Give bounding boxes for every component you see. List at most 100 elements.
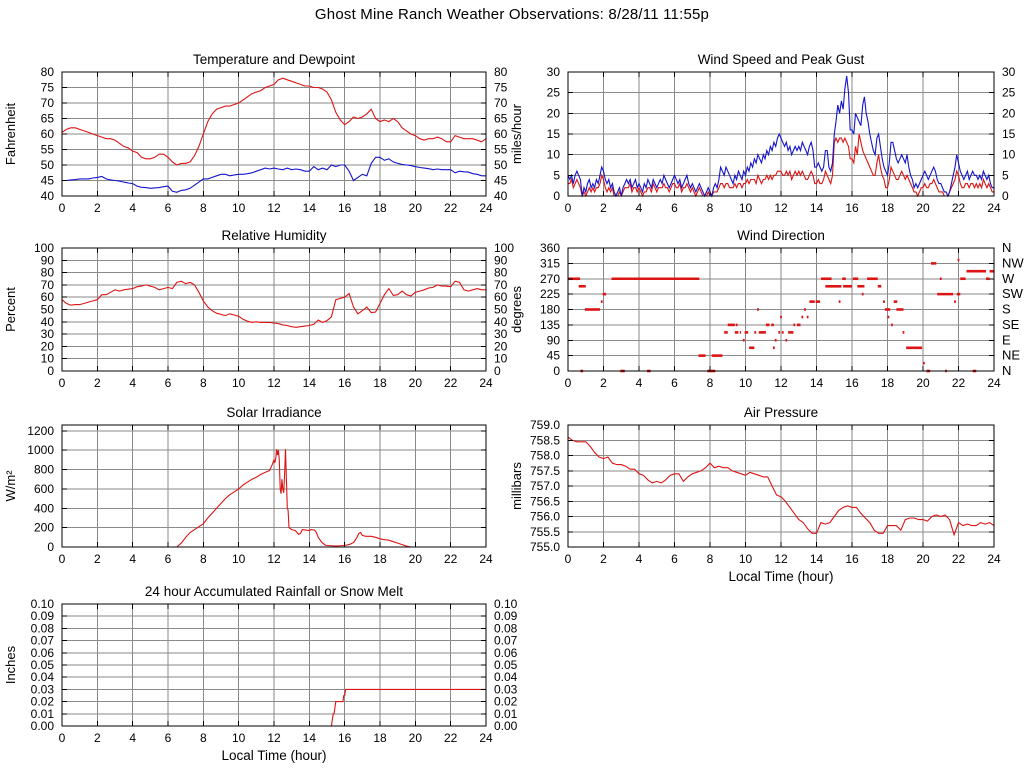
x-tick-label: 0 — [59, 731, 66, 745]
y-tick-label: 135 — [540, 318, 560, 332]
y-tick-label: 75 — [41, 81, 55, 95]
x-tick-label: 12 — [267, 731, 281, 745]
axes-border — [567, 71, 995, 197]
x-tick-label: 8 — [707, 376, 714, 390]
y-tick-label: 756.0 — [530, 510, 560, 524]
y-tick-label: 755.5 — [530, 525, 560, 539]
x-tick-label: 2 — [600, 376, 607, 390]
x-tick-label: 18 — [373, 731, 387, 745]
x-tick-label: 10 — [739, 376, 753, 390]
x-tick-label: 2 — [94, 552, 101, 566]
y-tick-label: 200 — [34, 521, 54, 535]
y-tick-label-right: 30 — [1002, 65, 1016, 79]
y-axis-title: miles/hour — [509, 103, 524, 164]
y-tick-label: 90 — [547, 333, 561, 347]
x-tick-label: 22 — [952, 376, 966, 390]
y-tick-label-right: 40 — [494, 315, 508, 329]
x-tick-label: 14 — [303, 201, 317, 215]
x-tick-label: 16 — [338, 731, 352, 745]
compass-label: N — [1002, 240, 1011, 255]
x-tick-label: 12 — [774, 201, 788, 215]
x-tick-label: 6 — [165, 731, 172, 745]
chart-title: Solar Irradiance — [226, 405, 321, 420]
x-tick-label: 4 — [129, 552, 136, 566]
series-peak-gust — [567, 76, 994, 198]
y-tick-label-right: 0.06 — [494, 646, 518, 660]
x-axis-title: Local Time (hour) — [728, 569, 833, 584]
y-tick-label: 80 — [41, 65, 55, 79]
x-tick-label: 14 — [303, 376, 317, 390]
grid — [567, 247, 995, 372]
x-tick-label: 0 — [565, 552, 572, 566]
y-tick-label-right: 0.09 — [494, 609, 518, 623]
x-tick-label: 0 — [565, 201, 572, 215]
y-tick-label-right: 20 — [494, 339, 508, 353]
x-tick-label: 14 — [303, 552, 317, 566]
x-tick-label: 24 — [479, 731, 493, 745]
axes-border — [567, 247, 995, 372]
y-tick-label: 755.0 — [530, 540, 560, 554]
y-tick-label-right: 0.10 — [494, 597, 518, 611]
y-tick-label: 0 — [47, 540, 54, 554]
y-tick-label: 0.00 — [31, 719, 55, 733]
x-tick-label: 10 — [739, 201, 753, 215]
y-tick-label-right: 5 — [1002, 168, 1009, 182]
y-tick-label-right: 0.02 — [494, 695, 518, 709]
y-tick-label-right: 0.07 — [494, 634, 518, 648]
x-tick-label: 18 — [373, 552, 387, 566]
compass-label: N — [1002, 363, 1011, 378]
chart-title: 24 hour Accumulated Rainfall or Snow Mel… — [145, 584, 403, 599]
series-wind-direction — [568, 258, 994, 373]
x-tick-label: 8 — [200, 552, 207, 566]
chart-title: Wind Speed and Peak Gust — [698, 52, 865, 67]
y-tick-label: 20 — [547, 106, 561, 120]
y-tick-label: 0.07 — [31, 634, 55, 648]
y-tick-label-right: 65 — [494, 112, 508, 126]
x-tick-label: 18 — [881, 201, 895, 215]
x-tick-label: 8 — [707, 201, 714, 215]
y-tick-label-right: 80 — [494, 65, 508, 79]
y-tick-label: 800 — [34, 463, 54, 477]
y-tick-label-right: 45 — [494, 174, 508, 188]
x-tick-label: 22 — [444, 731, 458, 745]
y-tick-label: 5 — [553, 168, 560, 182]
y-tick-label-right: 50 — [494, 158, 508, 172]
y-tick-label: 45 — [547, 349, 561, 363]
y-tick-label: 60 — [41, 290, 55, 304]
y-tick-label: 360 — [540, 241, 560, 255]
y-tick-label: 40 — [41, 189, 55, 203]
x-tick-label: 2 — [94, 731, 101, 745]
x-tick-label: 16 — [338, 376, 352, 390]
x-tick-label: 24 — [479, 552, 493, 566]
compass-label: NE — [1002, 348, 1020, 363]
y-tick-label: 0.09 — [31, 609, 55, 623]
y-axis-title: degrees — [509, 286, 524, 333]
x-tick-label: 22 — [444, 376, 458, 390]
x-tick-label: 10 — [739, 552, 753, 566]
y-tick-label-right: 60 — [494, 127, 508, 141]
y-tick-label-right: 50 — [494, 303, 508, 317]
x-tick-label: 6 — [165, 552, 172, 566]
y-axis-title: Percent — [3, 287, 18, 332]
x-tick-label: 24 — [987, 201, 1001, 215]
x-tick-label: 10 — [232, 376, 246, 390]
axes-border — [61, 424, 487, 548]
y-tick-label: 0.05 — [31, 658, 55, 672]
y-tick-label: 50 — [41, 158, 55, 172]
y-tick-label: 30 — [547, 65, 561, 79]
chart-rain: 0.00 0.000.01 0.010.02 0.020.03 0.030.04 0.04… — [3, 584, 518, 763]
y-tick-label: 315 — [540, 256, 560, 270]
axes-border — [567, 424, 995, 548]
y-tick-label-right: 25 — [1002, 86, 1016, 100]
x-tick-label: 0 — [59, 201, 66, 215]
x-tick-label: 12 — [267, 552, 281, 566]
y-tick-label-right: 10 — [1002, 148, 1016, 162]
y-tick-label: 400 — [34, 501, 54, 515]
axes-border — [61, 247, 487, 372]
